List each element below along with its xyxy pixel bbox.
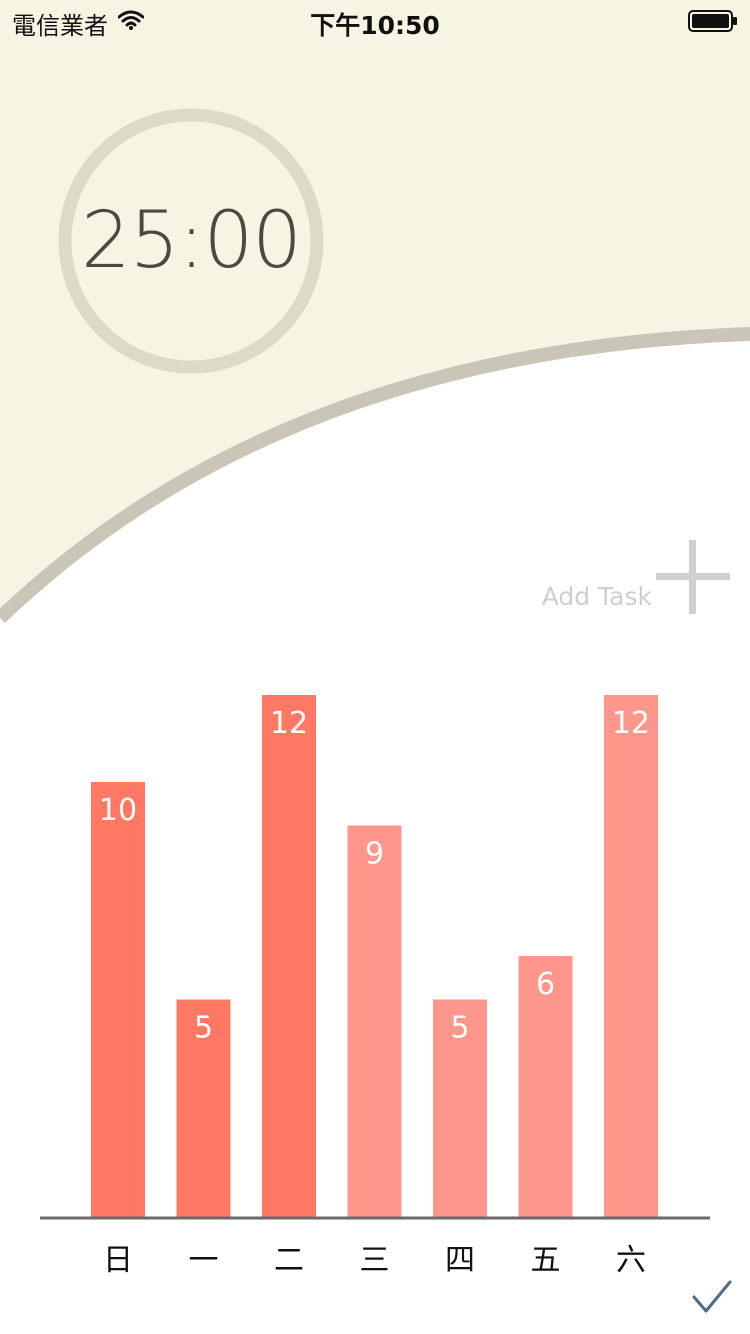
status-bar: 電信業者 下午10:50: [0, 0, 750, 40]
header-wave-edge: [0, 327, 750, 624]
bar-value-label-4: 5: [450, 1011, 469, 1046]
bar-4: [433, 999, 487, 1217]
bar-3: [347, 825, 402, 1217]
timer-display[interactable]: 25:00: [81, 196, 302, 286]
bar-value-label-6: 12: [612, 706, 650, 741]
bar-value-label-1: 5: [194, 1011, 213, 1046]
category-label-3: 三: [360, 1243, 390, 1278]
category-label-6: 六: [616, 1243, 646, 1278]
category-label-5: 五: [531, 1243, 561, 1278]
category-label-0: 日: [103, 1243, 133, 1278]
wifi-icon: [118, 10, 144, 30]
category-label-2: 二: [274, 1243, 304, 1278]
bar-1: [176, 999, 231, 1217]
timer-ring: [58, 108, 324, 374]
bar-value-label-2: 12: [270, 706, 308, 741]
header-wave-fill: [0, 0, 750, 618]
checkmark-icon[interactable]: [692, 1280, 732, 1314]
battery-full-icon: [688, 10, 737, 32]
bar-5: [518, 956, 573, 1217]
bar-value-label-3: 9: [365, 837, 384, 872]
bar-6: [604, 695, 658, 1217]
plus-icon[interactable]: [656, 540, 730, 614]
bar-value-label-0: 10: [99, 793, 137, 828]
carrier-label: 電信業者: [12, 12, 108, 40]
status-time: 下午10:50: [310, 11, 440, 40]
add-task-label[interactable]: Add Task: [541, 582, 652, 611]
category-label-1: 一: [189, 1243, 219, 1278]
bar-2: [262, 695, 316, 1217]
category-label-4: 四: [445, 1243, 475, 1278]
bar-value-label-5: 6: [536, 967, 555, 1002]
bar-0: [91, 782, 145, 1217]
